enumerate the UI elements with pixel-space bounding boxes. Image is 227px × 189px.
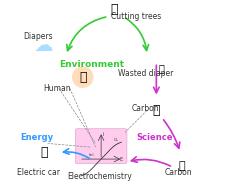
- Text: Science: Science: [136, 133, 172, 142]
- Text: Carbon: Carbon: [164, 168, 191, 177]
- Text: ☁: ☁: [34, 36, 54, 55]
- Text: (e): (e): [88, 153, 94, 157]
- FancyBboxPatch shape: [75, 129, 126, 164]
- Text: 🩲: 🩲: [158, 63, 164, 73]
- Text: 🌲: 🌲: [110, 2, 117, 15]
- Text: Electrochemistry: Electrochemistry: [67, 172, 131, 181]
- Text: Wasted diaper: Wasted diaper: [117, 69, 172, 78]
- Text: Human: Human: [43, 84, 70, 93]
- Text: 🧪: 🧪: [152, 104, 159, 117]
- Text: 🚗: 🚗: [40, 146, 48, 159]
- Text: 👶: 👶: [79, 71, 86, 84]
- Text: Diapers: Diapers: [24, 32, 53, 41]
- Circle shape: [72, 67, 92, 87]
- Text: Energy: Energy: [20, 133, 53, 142]
- Text: i: i: [102, 132, 103, 137]
- Text: Cutting trees: Cutting trees: [111, 12, 160, 21]
- Text: Carbon: Carbon: [131, 104, 158, 113]
- Text: O₂: O₂: [114, 138, 118, 142]
- Text: 📱: 📱: [178, 160, 185, 170]
- Text: Electric car: Electric car: [17, 168, 60, 177]
- Text: Environment: Environment: [59, 60, 124, 69]
- Text: E: E: [119, 156, 122, 162]
